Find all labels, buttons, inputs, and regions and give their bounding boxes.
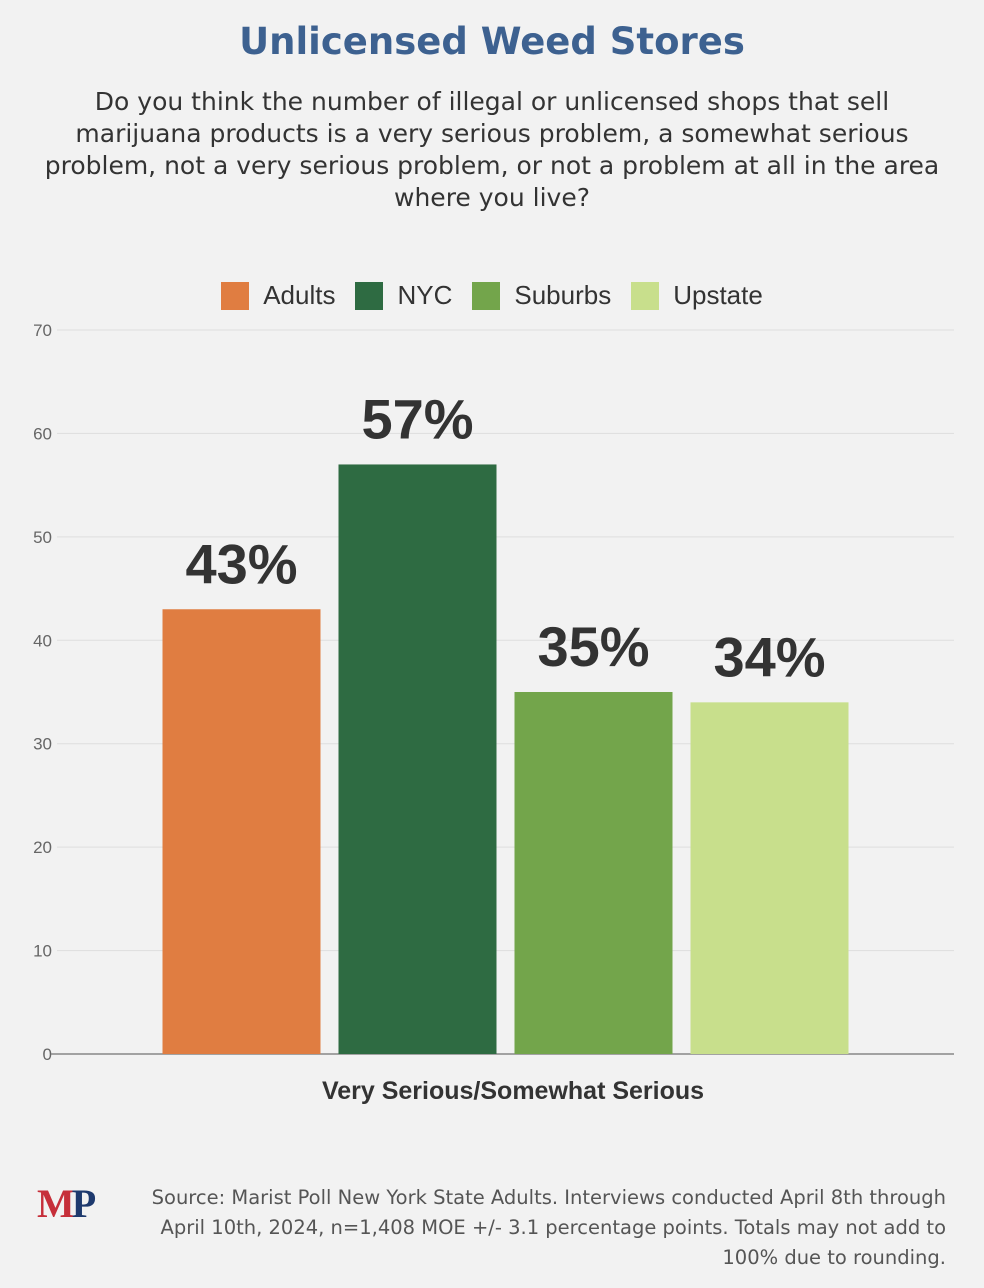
y-tick-label: 20: [33, 838, 52, 857]
bar-upstate: [690, 702, 849, 1054]
data-label-upstate: 34%: [713, 625, 825, 688]
legend-swatch-nyc: [355, 281, 384, 310]
legend-swatch-upstate: [631, 281, 660, 310]
bar-suburbs: [514, 692, 673, 1054]
y-tick-label: 50: [33, 528, 52, 547]
y-tick-label: 40: [33, 631, 52, 650]
legend: Adults NYC Suburbs Upstate: [0, 280, 984, 311]
y-tick-label: 60: [33, 424, 52, 443]
legend-item-suburbs[interactable]: Suburbs: [472, 280, 611, 311]
y-tick-label: 10: [33, 942, 52, 961]
legend-item-nyc[interactable]: NYC: [355, 280, 452, 311]
legend-label-upstate: Upstate: [673, 280, 763, 310]
legend-swatch-adults: [221, 281, 250, 310]
legend-label-suburbs: Suburbs: [514, 280, 612, 310]
source-note: Source: Marist Poll New York State Adult…: [151, 1186, 946, 1269]
y-tick-label: 70: [33, 321, 52, 340]
data-label-suburbs: 35%: [537, 615, 649, 678]
legend-swatch-suburbs: [472, 281, 501, 310]
bar-adults: [162, 609, 321, 1054]
y-tick-label: 30: [33, 735, 52, 754]
marist-poll-logo: MP: [37, 1181, 96, 1226]
legend-item-adults[interactable]: Adults: [221, 280, 335, 311]
chart-title: Unlicensed Weed Stores: [239, 20, 745, 63]
legend-label-nyc: NYC: [397, 280, 453, 310]
y-tick-label: 0: [43, 1045, 52, 1064]
data-label-adults: 43%: [185, 532, 297, 595]
chart-subtitle: Do you think the number of illegal or un…: [44, 87, 940, 212]
legend-item-upstate[interactable]: Upstate: [631, 280, 763, 311]
data-label-nyc: 57%: [361, 387, 473, 450]
bar-chart: 0 10 20 30 40 50 60 70 43% 57% 35% 34% Very Serious/…: [33, 321, 954, 1105]
x-category-label: Very Serious/Somewhat Serious: [322, 1077, 704, 1105]
legend-label-adults: Adults: [263, 280, 336, 310]
bar-nyc: [338, 464, 497, 1054]
